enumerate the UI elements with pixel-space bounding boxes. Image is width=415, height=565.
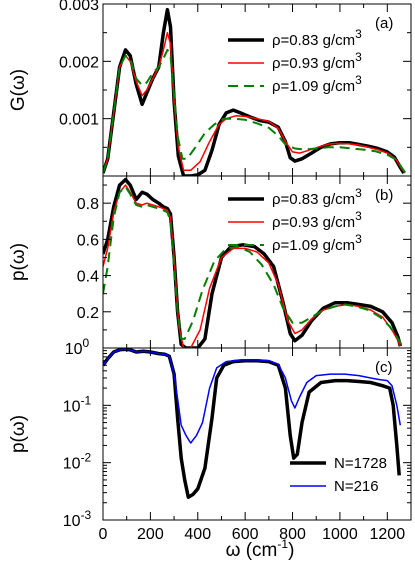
y-tick-label: 10-2	[63, 451, 92, 473]
y-tick-label: 100	[65, 336, 90, 358]
panel-label: (c)	[375, 359, 393, 376]
series-line-1	[103, 7, 406, 176]
y-tick-label: 10-3	[63, 508, 92, 530]
x-axis-unit-close: )	[288, 540, 294, 561]
plot-frame	[102, 175, 412, 349]
legend-name: ρ=0.93 g/cm	[272, 214, 355, 231]
series-line-2	[103, 31, 406, 174]
y-tick-base: 10	[63, 456, 81, 473]
y-tick-base: 10	[63, 513, 81, 530]
series-line-2	[103, 348, 402, 444]
panel-label: (a)	[375, 15, 393, 32]
series-line-1	[103, 348, 401, 499]
plot-frame	[102, 347, 412, 521]
panel-label: (b)	[375, 187, 393, 204]
legend-exponent: 3	[355, 50, 362, 64]
legend-name: N=216	[334, 478, 379, 495]
y-tick-label: 0.001	[59, 112, 99, 129]
legend-label: ρ=1.09 g/cm3	[272, 73, 362, 95]
x-axis-unit-exponent: -1	[277, 537, 288, 551]
legend-exponent: 3	[355, 73, 362, 87]
x-tick-label: 1200	[370, 526, 406, 543]
y-tick-exponent: -3	[81, 508, 92, 522]
x-tick-label: 800	[279, 526, 306, 543]
y-axis-title: G(ω)	[8, 69, 29, 111]
x-tick-label: 400	[184, 526, 211, 543]
legend-name: ρ=1.09 g/cm	[272, 237, 355, 254]
legend-exponent: 3	[355, 209, 362, 223]
y-tick-label: 0.003	[59, 0, 99, 14]
legend-label: ρ=0.93 g/cm3	[272, 209, 362, 231]
y-tick-label: 10-1	[63, 393, 92, 415]
legend-name: N=1728	[334, 455, 387, 472]
y-tick-base: 10	[65, 341, 83, 358]
legend-name: ρ=0.83 g/cm	[272, 191, 355, 208]
legend-label: ρ=0.83 g/cm3	[272, 27, 362, 49]
legend-name: ρ=0.83 g/cm	[272, 32, 355, 49]
legend-name: ρ=0.93 g/cm	[272, 55, 355, 72]
x-tick-label: 600	[232, 526, 259, 543]
y-tick-base: 10	[63, 398, 81, 415]
legend-exponent: 3	[355, 27, 362, 41]
x-tick-label: 0	[99, 526, 108, 543]
series-line-1	[103, 177, 402, 348]
series-line-2	[103, 184, 401, 348]
y-tick-exponent: -2	[81, 451, 92, 465]
y-tick-label: 0.2	[77, 305, 99, 322]
y-tick-exponent: -1	[81, 393, 92, 407]
y-axis-title: p(ω)	[8, 415, 29, 453]
panel-c: 0 200 400 600 800 1000 120010-310-210-1100p(ω)…	[8, 336, 412, 543]
legend-exponent: 3	[355, 232, 362, 246]
x-axis-symbol: ω	[226, 540, 246, 561]
y-tick-exponent: 0	[83, 336, 90, 350]
y-tick-label: 0.4	[77, 269, 99, 286]
legend-label: ρ=0.83 g/cm3	[272, 186, 362, 208]
legend-name: ρ=1.09 g/cm	[272, 78, 355, 95]
legend-exponent: 3	[355, 186, 362, 200]
y-tick-label: 0.8	[77, 196, 99, 213]
series-line-3	[103, 185, 403, 345]
x-tick-label: 1000	[322, 526, 358, 543]
legend-label: ρ=0.93 g/cm3	[272, 50, 362, 72]
legend-label: ρ=1.09 g/cm3	[272, 232, 362, 254]
legend-label: N=1728	[334, 455, 387, 472]
series-line-3	[103, 48, 408, 175]
y-axis-title: p(ω)	[8, 243, 29, 281]
y-tick-label: 0.002	[59, 54, 99, 71]
legend-label: N=216	[334, 478, 379, 495]
x-axis-unit: (cm	[246, 540, 278, 561]
y-tick-label: 0.6	[77, 232, 99, 249]
x-axis-title: ω (cm-1)	[226, 537, 295, 561]
x-tick-label: 200	[137, 526, 164, 543]
